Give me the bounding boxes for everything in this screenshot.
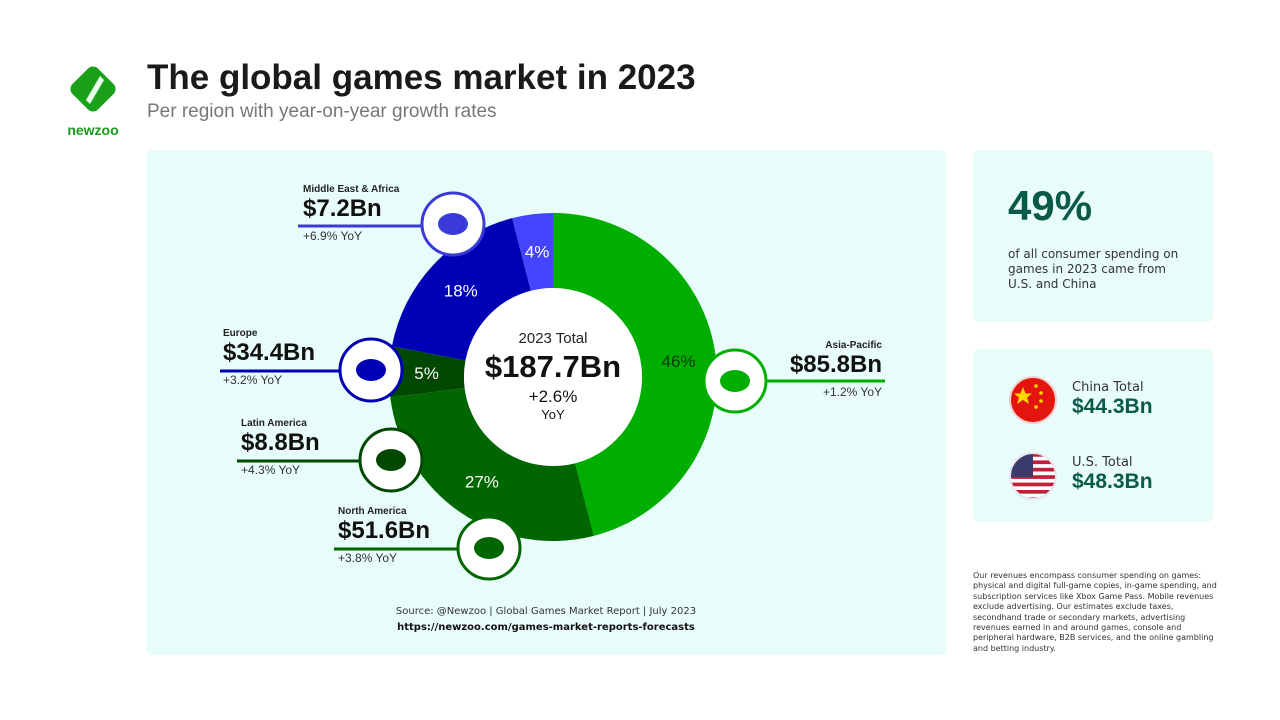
label-north-america: North America $51.6Bn +3.8% YoY (338, 506, 430, 565)
stat-description: of all consumer spending on games in 202… (1008, 247, 1179, 291)
donut-center: 2023 Total $187.7Bn +2.6% YoY (453, 330, 653, 422)
middle-east-africa-map-shape (438, 213, 468, 235)
center-growth-unit: YoY (541, 407, 565, 422)
us-flag-icon (1009, 452, 1057, 500)
china-total-label: China Total (1072, 380, 1144, 395)
page-subtitle: Per region with year-on-year growth rate… (147, 101, 497, 122)
stat-value: 49% (1008, 182, 1093, 229)
stat-panel (973, 150, 1213, 322)
latin-america-map-shape (376, 449, 406, 471)
center-growth: +2.6% (528, 387, 578, 406)
source: Source: @Newzoo | Global Games Market Re… (146, 604, 946, 636)
us-total-value: $48.3Bn (1072, 470, 1153, 493)
methodology-note: Our revenues encompass consumer spending… (973, 571, 1217, 653)
center-total: $187.7Bn (484, 349, 622, 384)
region-yoy: +4.3% YoY (241, 463, 301, 477)
brand-name: newzoo (67, 122, 119, 138)
region-name: Latin America (241, 418, 307, 429)
source-url[interactable]: https://newzoo.com/games-market-reports-… (397, 622, 695, 633)
slice-north-america (390, 388, 594, 542)
region-value: $34.4Bn (223, 339, 316, 366)
totals-panel (973, 349, 1213, 522)
asia-pacific-map-shape (720, 370, 750, 392)
china-total-value: $44.3Bn (1072, 395, 1153, 418)
region-name: North America (338, 506, 407, 517)
us-total: U.S. Total $48.3Bn (1072, 455, 1153, 494)
region-value: $51.6Bn (338, 517, 431, 544)
region-name: Asia-Pacific (825, 340, 882, 351)
label-europe: Europe $34.4Bn +3.2% YoY (223, 328, 315, 387)
region-value: $8.8Bn (241, 429, 320, 456)
china-flag-icon (1009, 376, 1057, 424)
region-yoy: +6.9% YoY (303, 229, 363, 243)
slice-middle-east-africa (512, 213, 553, 291)
newzoo-logo-icon (70, 66, 116, 112)
label-middle-east-africa: Middle East & Africa $7.2Bn +6.9% YoY (303, 184, 399, 243)
slice-label-middle-east-africa: 4% (525, 242, 550, 261)
region-yoy: +3.2% YoY (223, 373, 283, 387)
center-label: 2023 Total (518, 330, 588, 347)
region-value: $7.2Bn (303, 195, 382, 222)
region-name: Europe (223, 328, 258, 339)
slice-asia-pacific (553, 213, 717, 536)
label-asia-pacific: Asia-Pacific $85.8Bn +1.2% YoY (762, 340, 882, 399)
slice-label-latin-america: 5% (414, 364, 439, 383)
region-yoy: +3.8% YoY (338, 551, 398, 565)
slice-latin-america (388, 346, 466, 398)
label-latin-america: Latin America $8.8Bn +4.3% YoY (241, 418, 320, 477)
page-title: The global games market in 2023 (147, 58, 696, 97)
north-america-map-shape (474, 537, 504, 559)
region-yoy: +1.2% YoY (822, 385, 882, 399)
source-line: Source: @Newzoo | Global Games Market Re… (395, 606, 697, 617)
slice-label-europe: 18% (444, 281, 478, 300)
slice-label-north-america: 27% (465, 473, 499, 492)
region-value: $85.8Bn (789, 351, 882, 378)
china-total: China Total $44.3Bn (1072, 380, 1153, 419)
slice-label-asia-pacific: 46% (661, 352, 695, 371)
us-total-label: U.S. Total (1072, 455, 1133, 470)
newzoo-logo: newzoo (62, 62, 124, 138)
donut-hole (464, 288, 642, 466)
europe-map-shape (356, 359, 386, 381)
region-name: Middle East & Africa (303, 184, 400, 195)
slice-europe (391, 218, 531, 361)
